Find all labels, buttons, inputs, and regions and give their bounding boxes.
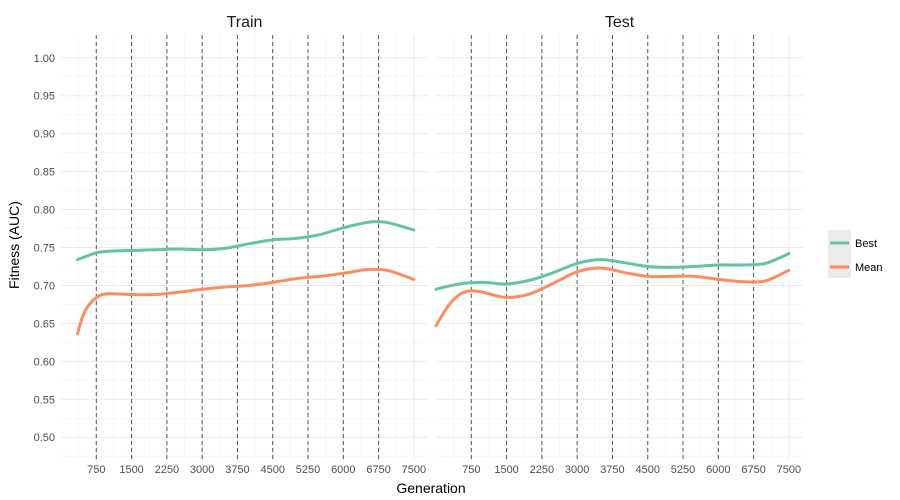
series-line-best xyxy=(75,220,416,262)
y-axis-title: Fitness (AUC) xyxy=(6,201,22,289)
facet-title: Train xyxy=(227,14,263,31)
x-tick-label: 1500 xyxy=(119,464,143,476)
y-tick-label: 0.60 xyxy=(34,356,55,368)
y-axis: 0.50 0.55 0.60 0.65 0.70 0.75 0.80 0.85 0.90 0.95… xyxy=(34,53,55,444)
x-tick-label: 4500 xyxy=(635,464,659,476)
x-tick-label: 750 xyxy=(462,464,480,476)
y-tick-label: 0.80 xyxy=(34,205,55,217)
x-tick-label: 6000 xyxy=(331,464,355,476)
x-tick-label: 7500 xyxy=(777,464,801,476)
x-tick-label: 2250 xyxy=(530,464,554,476)
x-axis-title: Generation xyxy=(396,480,465,496)
x-tick-label: 4500 xyxy=(260,464,284,476)
panels: Train 750 1500 2250 3000 3750 4500 5250 6000 6750… xyxy=(61,14,803,476)
x-tick-label: 6750 xyxy=(741,464,765,476)
x-tick-label: 3000 xyxy=(190,464,214,476)
x-tick-label: 3750 xyxy=(225,464,249,476)
x-tick-label: 1500 xyxy=(494,464,518,476)
x-tick-label: 5250 xyxy=(671,464,695,476)
panel-train: Train 750 1500 2250 3000 3750 4500 5250 6000 6750… xyxy=(61,14,428,476)
legend-label-best: Best xyxy=(855,238,877,250)
x-tick-label: 3000 xyxy=(565,464,589,476)
series-line-mean xyxy=(75,267,416,336)
y-tick-label: 0.50 xyxy=(34,432,55,444)
y-tick-label: 0.90 xyxy=(34,129,55,141)
legend-label-mean: Mean xyxy=(855,262,883,274)
x-tick-label: 3750 xyxy=(600,464,624,476)
series-line-best xyxy=(434,252,791,291)
y-tick-label: 1.00 xyxy=(34,53,55,65)
legend: Best Mean xyxy=(828,230,883,278)
y-tick-label: 0.70 xyxy=(34,280,55,292)
y-tick-label: 0.55 xyxy=(34,394,55,406)
x-tick-label: 6000 xyxy=(706,464,730,476)
y-tick-label: 0.75 xyxy=(34,243,55,255)
facet-title: Test xyxy=(605,14,635,31)
x-tick-label: 750 xyxy=(87,464,105,476)
x-tick-label: 7500 xyxy=(402,464,426,476)
x-tick-label: 2250 xyxy=(155,464,179,476)
x-tick-label: 6750 xyxy=(366,464,390,476)
y-tick-label: 0.95 xyxy=(34,91,55,103)
x-tick-label: 5250 xyxy=(296,464,320,476)
series-line-mean xyxy=(434,266,791,328)
panel-test: Test 750 1500 2250 3000 3750 4500 5250 6000 6750 7… xyxy=(434,14,803,476)
y-tick-label: 0.65 xyxy=(34,318,55,330)
y-tick-label: 0.85 xyxy=(34,167,55,179)
legend-key-background xyxy=(828,230,851,278)
